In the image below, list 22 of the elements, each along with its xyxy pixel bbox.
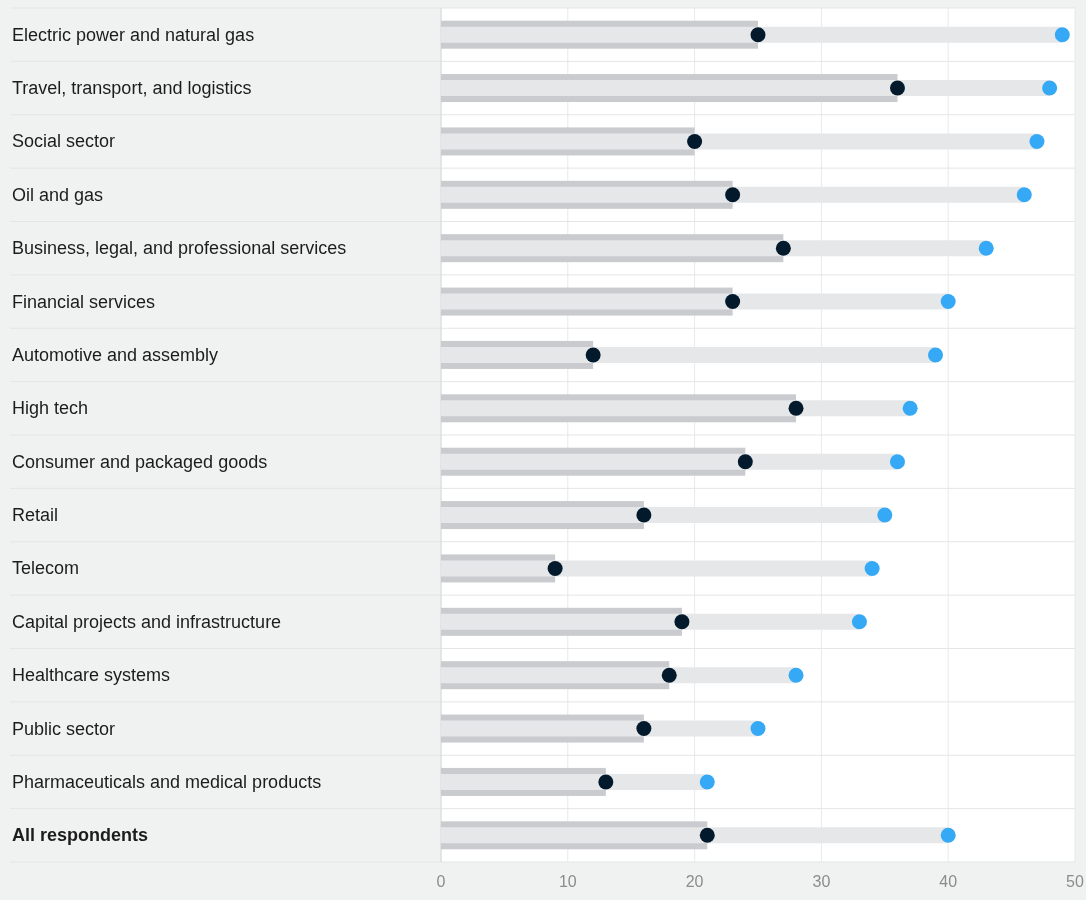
y-tick-label: High tech [12, 398, 89, 419]
y-tick-label: Pharmaceuticals and medical products [12, 771, 322, 792]
y-tick-label: Electric power and natural gas [12, 24, 255, 45]
x-tick-label: 30 [812, 873, 831, 890]
y-tick-label: Public sector [12, 718, 116, 739]
y-tick-label: Retail [12, 505, 59, 526]
y-tick-label: Healthcare systems [12, 665, 171, 686]
y-tick-label: Automotive and assembly [12, 344, 219, 365]
y-tick-label: Financial services [12, 291, 156, 312]
x-tick-label: 10 [558, 873, 577, 890]
x-tick-label: 50 [1066, 873, 1084, 890]
x-tick-label: 20 [685, 873, 704, 890]
y-tick-label: Oil and gas [12, 184, 104, 205]
y-tick-label: Business, legal, and professional services [12, 238, 347, 259]
x-tick-label: 40 [939, 873, 958, 890]
x-tick-label: 0 [436, 873, 446, 890]
y-tick-label: Capital projects and infrastructure [12, 611, 282, 632]
y-tick-label: Social sector [12, 131, 116, 152]
y-tick-label: Consumer and packaged goods [12, 451, 268, 472]
y-tick-label: Telecom [12, 558, 80, 579]
y-tick-label: Travel, transport, and logistics [12, 78, 252, 99]
y-tick-label: All respondents [12, 825, 149, 846]
